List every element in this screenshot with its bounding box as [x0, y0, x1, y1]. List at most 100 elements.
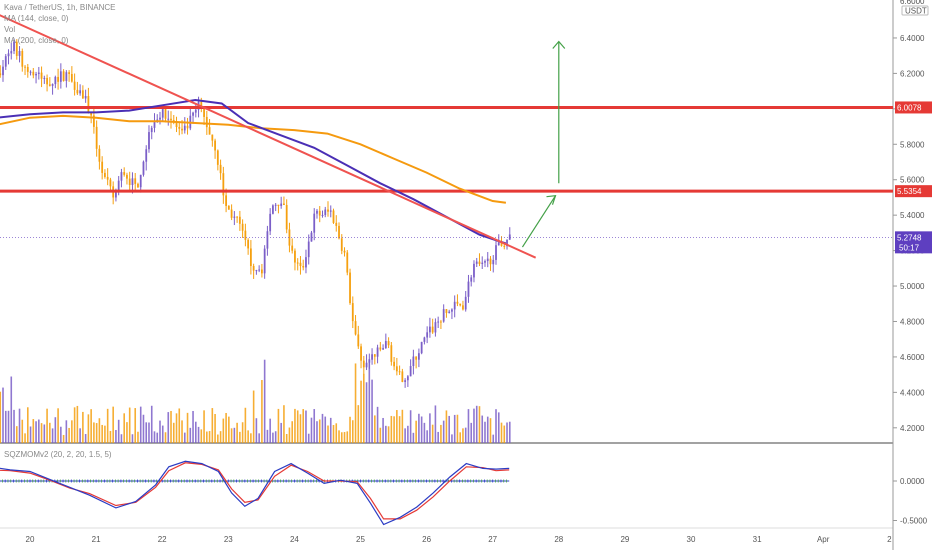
time-tick-label: 21	[92, 535, 101, 544]
volume-bar	[217, 434, 219, 443]
volume-bar	[159, 420, 161, 443]
candle-body	[211, 134, 214, 141]
candle-body	[90, 112, 93, 116]
volume-bar	[62, 434, 65, 443]
candle-body	[456, 301, 459, 304]
volume-bar	[230, 428, 233, 443]
candle-body	[205, 116, 208, 128]
candle-body	[79, 90, 82, 94]
candle-body	[10, 51, 13, 54]
candle-body	[26, 66, 29, 72]
candle-body	[305, 257, 307, 268]
candle-body	[426, 332, 429, 338]
candle-body	[415, 356, 418, 360]
volume-bar	[82, 411, 84, 443]
candle-body	[274, 204, 277, 206]
candle-body	[208, 127, 211, 135]
candle-body	[475, 261, 478, 264]
candle-body	[252, 266, 255, 271]
time-tick-label: 29	[620, 535, 629, 544]
candle-body	[406, 376, 409, 381]
volume-bar	[24, 433, 26, 443]
volume-bar	[426, 430, 428, 443]
volume-bar	[126, 422, 128, 443]
candle-body	[230, 209, 233, 218]
volume-bar	[329, 417, 332, 443]
currency-label: USDT	[905, 7, 927, 16]
volume-bar	[473, 408, 475, 443]
volume-bar	[434, 405, 437, 443]
volume-bar	[310, 417, 313, 443]
volume-bar	[71, 420, 73, 443]
candle-body	[379, 347, 382, 350]
candle-body	[387, 341, 390, 346]
volume-bar	[431, 424, 434, 443]
candle-body	[462, 305, 464, 310]
volume-bar	[2, 387, 4, 443]
candle-body	[247, 239, 250, 249]
volume-bar	[506, 422, 508, 443]
volume-bar	[349, 416, 351, 443]
candle-body	[153, 121, 156, 128]
candle-body	[313, 213, 316, 233]
time-tick-label: 27	[488, 535, 497, 544]
volume-bar	[415, 420, 417, 443]
volume-bar	[448, 415, 450, 443]
candle-body	[269, 213, 272, 232]
candle-body	[420, 341, 423, 354]
candle-body	[233, 216, 236, 218]
volume-bar	[197, 426, 200, 443]
candle-body	[445, 309, 448, 313]
volume-bar	[387, 426, 390, 443]
volume-bar	[51, 428, 54, 443]
volume-bar	[261, 380, 263, 443]
price-tick-label: 6.6000	[900, 0, 925, 6]
candle-body	[57, 76, 59, 82]
candle-body	[241, 223, 244, 231]
candle-body	[360, 346, 362, 361]
candle-body	[442, 309, 445, 322]
candle-body	[423, 337, 426, 342]
volume-bar	[401, 409, 404, 443]
volume-bar	[354, 363, 357, 443]
candle-body	[431, 326, 434, 333]
candle-body	[489, 258, 492, 265]
candle-body	[473, 263, 475, 278]
candle-body	[123, 172, 126, 175]
candle-body	[238, 216, 241, 224]
candle-body	[340, 238, 343, 251]
volume-bar	[101, 424, 103, 443]
volume-bar	[291, 421, 293, 443]
candle-body	[296, 262, 299, 264]
volume-bar	[379, 427, 382, 443]
volume-bar	[156, 432, 159, 443]
volume-bar	[404, 428, 406, 443]
candle-body	[4, 56, 7, 67]
candle-body	[412, 356, 415, 367]
volume-bar	[46, 408, 48, 443]
volume-bar	[385, 425, 387, 443]
volume-bar	[244, 407, 247, 443]
candle-body	[117, 180, 120, 191]
volume-bar	[277, 408, 280, 443]
candle-body	[142, 161, 145, 175]
volume-bar	[351, 420, 354, 443]
volume-bar	[318, 419, 321, 443]
volume-bar	[233, 427, 236, 443]
volume-bar	[95, 423, 98, 443]
candle-body	[417, 353, 420, 360]
candle-body	[216, 150, 219, 165]
candle-body	[227, 205, 230, 210]
volume-bar	[236, 422, 238, 443]
candle-body	[346, 252, 349, 273]
volume-bar	[178, 408, 181, 443]
volume-bar	[272, 432, 274, 443]
ma200-legend: MA (200, close, 0)	[4, 36, 69, 45]
candle-body	[371, 354, 373, 360]
volume-bar	[76, 405, 79, 443]
time-tick-label: 26	[422, 535, 431, 544]
candle-body	[203, 108, 205, 117]
volume-bar	[382, 417, 384, 443]
candle-body	[126, 174, 128, 179]
